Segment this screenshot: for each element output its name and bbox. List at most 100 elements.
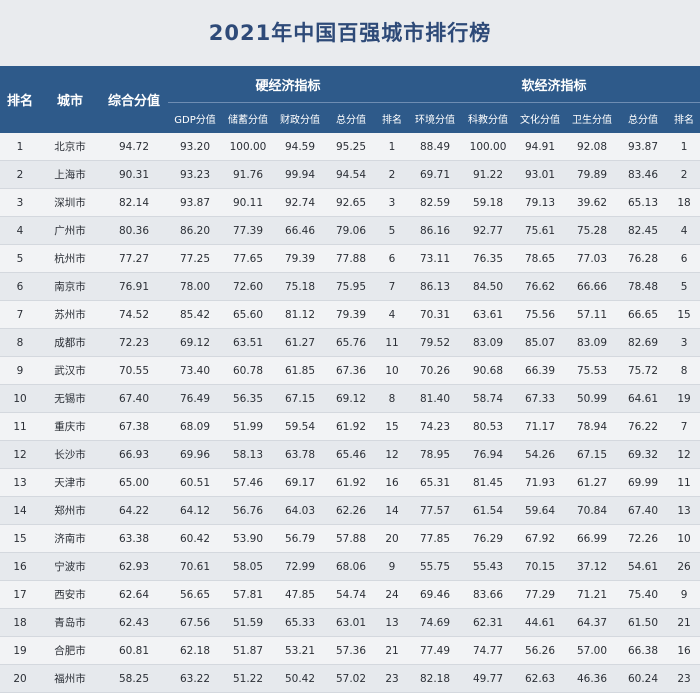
cell-soft-total: 75.40	[618, 580, 669, 609]
cell-soft-rank: 16	[668, 636, 700, 665]
cell-rank: 6	[0, 272, 40, 301]
cell-rank: 13	[0, 468, 40, 497]
cell-gdp: 68.09	[168, 412, 222, 441]
table-row: 8 成都市 72.23 69.12 63.51 61.27 65.76 11 79.52 83.0…	[0, 328, 700, 357]
cell-education: 84.50	[462, 272, 515, 301]
table-row: 7 苏州市 74.52 85.42 65.60 81.12 79.39 4 70.31 63.61…	[0, 300, 700, 329]
cell-city: 苏州市	[40, 300, 100, 329]
cell-soft-rank: 8	[668, 356, 700, 385]
cell-hard-rank: 14	[376, 496, 409, 525]
cell-hard-rank: 16	[376, 468, 409, 497]
cell-hard-total: 68.06	[326, 552, 376, 581]
cell-city: 成都市	[40, 328, 100, 357]
cell-soft-rank: 15	[668, 300, 700, 329]
cell-rank: 12	[0, 440, 40, 469]
table-row: 6 南京市 76.91 78.00 72.60 75.18 75.95 7 86.13 84.50…	[0, 272, 700, 301]
header-hard-sub: GDP分值	[168, 102, 222, 133]
cell-savings: 51.99	[222, 412, 274, 441]
cell-hard-rank: 15	[376, 412, 409, 441]
cell-soft-total: 61.50	[618, 608, 669, 637]
cell-education: 74.77	[462, 636, 515, 665]
cell-environment: 77.85	[408, 524, 463, 553]
cell-hard-total: 79.06	[326, 216, 376, 245]
cell-soft-total: 67.40	[618, 496, 669, 525]
cell-health: 39.62	[566, 188, 619, 217]
cell-environment: 69.46	[408, 580, 463, 609]
cell-culture: 62.63	[514, 664, 567, 693]
table-row: 11 重庆市 67.38 68.09 51.99 59.54 61.92 15 74.23 80.…	[0, 412, 700, 441]
cell-rank: 3	[0, 188, 40, 217]
cell-culture: 56.26	[514, 636, 567, 665]
cell-gdp: 85.42	[168, 300, 222, 329]
header-soft-sub: 科教分值	[462, 102, 515, 133]
cell-fiscal: 94.59	[274, 133, 326, 161]
cell-score: 76.91	[100, 272, 168, 301]
cell-health: 46.36	[566, 664, 619, 693]
cell-rank: 11	[0, 412, 40, 441]
cell-savings: 58.13	[222, 440, 274, 469]
cell-city: 广州市	[40, 216, 100, 245]
header-rank: 排名	[0, 66, 40, 133]
cell-score: 72.23	[100, 328, 168, 357]
cell-education: 61.54	[462, 496, 515, 525]
cell-education: 59.18	[462, 188, 515, 217]
cell-soft-total: 82.45	[618, 216, 669, 245]
cell-city: 深圳市	[40, 188, 100, 217]
cell-gdp: 60.42	[168, 524, 222, 553]
cell-score: 62.93	[100, 552, 168, 581]
cell-gdp: 77.25	[168, 244, 222, 273]
cell-score: 65.00	[100, 468, 168, 497]
cell-score: 63.38	[100, 524, 168, 553]
cell-fiscal: 69.17	[274, 468, 326, 497]
cell-culture: 44.61	[514, 608, 567, 637]
table-row: 1 北京市 94.72 93.20 100.00 94.59 95.25 1 88.49 100.…	[0, 133, 700, 161]
cell-hard-total: 63.01	[326, 608, 376, 637]
cell-rank: 16	[0, 552, 40, 581]
cell-gdp: 69.12	[168, 328, 222, 357]
cell-soft-total: 75.72	[618, 356, 669, 385]
cell-savings: 72.60	[222, 272, 274, 301]
cell-savings: 77.65	[222, 244, 274, 273]
cell-gdp: 86.20	[168, 216, 222, 245]
table-row: 10 无锡市 67.40 76.49 56.35 67.15 69.12 8 81.40 58.7…	[0, 384, 700, 413]
cell-rank: 1	[0, 133, 40, 161]
header-hard-group: 硬经济指标	[168, 66, 409, 103]
header-hard-sub: 储蓄分值	[222, 102, 274, 133]
cell-soft-rank: 19	[668, 384, 700, 413]
header-soft-sub: 总分值	[618, 102, 669, 133]
cell-rank: 4	[0, 216, 40, 245]
cell-score: 77.27	[100, 244, 168, 273]
cell-city: 福州市	[40, 664, 100, 693]
cell-city: 上海市	[40, 160, 100, 189]
cell-culture: 75.61	[514, 216, 567, 245]
cell-soft-rank: 5	[668, 272, 700, 301]
cell-culture: 78.65	[514, 244, 567, 273]
cell-education: 55.43	[462, 552, 515, 581]
cell-environment: 73.11	[408, 244, 463, 273]
cell-health: 79.89	[566, 160, 619, 189]
cell-health: 57.11	[566, 300, 619, 329]
cell-culture: 70.15	[514, 552, 567, 581]
table-row: 19 合肥市 60.81 62.18 51.87 53.21 57.36 21 77.49 74.…	[0, 636, 700, 665]
cell-environment: 81.40	[408, 384, 463, 413]
cell-environment: 70.26	[408, 356, 463, 385]
cell-environment: 69.71	[408, 160, 463, 189]
cell-savings: 63.51	[222, 328, 274, 357]
cell-fiscal: 59.54	[274, 412, 326, 441]
cell-environment: 78.95	[408, 440, 463, 469]
header-score: 综合分值	[100, 66, 168, 133]
header-soft-sub: 环境分值	[408, 102, 463, 133]
cell-fiscal: 47.85	[274, 580, 326, 609]
table-body: 1 北京市 94.72 93.20 100.00 94.59 95.25 1 88.49 100.…	[0, 133, 700, 693]
subheader-row: GDP分值 储蓄分值 财政分值 总分值 排名 环境分值 科教分值 文化分值 卫生分值 总分值 排名	[0, 102, 700, 133]
cell-savings: 91.76	[222, 160, 274, 189]
ranking-table: 排名 城市 综合分值 硬经济指标 软经济指标 GDP分值 储蓄分值 财政分值 总分值排…	[0, 66, 700, 693]
cell-hard-total: 79.39	[326, 300, 376, 329]
cell-soft-total: 66.38	[618, 636, 669, 665]
cell-soft-total: 76.28	[618, 244, 669, 273]
cell-fiscal: 61.27	[274, 328, 326, 357]
cell-hard-rank: 23	[376, 664, 409, 693]
cell-education: 76.94	[462, 440, 515, 469]
cell-soft-total: 93.87	[618, 133, 669, 161]
cell-health: 61.27	[566, 468, 619, 497]
